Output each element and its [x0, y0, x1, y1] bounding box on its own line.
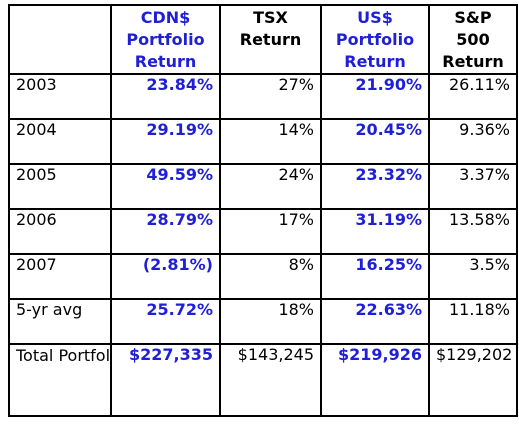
row-label: 5-yr avg: [8, 298, 112, 345]
header-label-corner: [8, 4, 112, 75]
total-tsx-value: $143,245: [219, 343, 322, 417]
cdn-portfolio-value: (2.81%): [110, 253, 221, 300]
row-label: 2003: [8, 73, 112, 120]
cdn-portfolio-value: 49.59%: [110, 163, 221, 210]
returns-table: CDN$ Portfolio Return TSX Return US$ Por…: [8, 4, 518, 417]
cdn-portfolio-value: 25.72%: [110, 298, 221, 345]
table-row: 2005 49.59% 24% 23.32% 3.37%: [8, 163, 518, 210]
tsx-value: 24%: [219, 163, 322, 210]
sp500-value: 3.37%: [428, 163, 518, 210]
us-portfolio-value: 20.45%: [320, 118, 430, 165]
tsx-value: 18%: [219, 298, 322, 345]
row-label: 2007: [8, 253, 112, 300]
header-cdn-line1: CDN$: [140, 8, 191, 27]
us-portfolio-value: 16.25%: [320, 253, 430, 300]
us-portfolio-value: 21.90%: [320, 73, 430, 120]
total-cdn-portfolio-value: $227,335: [110, 343, 221, 417]
row-label: 2005: [8, 163, 112, 210]
header-us-line1: US$: [357, 8, 393, 27]
header-us-portfolio-return: US$ Portfolio Return: [320, 4, 430, 75]
cdn-portfolio-value: 28.79%: [110, 208, 221, 255]
sp500-value: 3.5%: [428, 253, 518, 300]
header-us-line2: Portfolio: [335, 30, 415, 49]
header-cdn-line2: Portfolio: [126, 30, 205, 49]
total-row-label: Total Portfolio Return: [8, 343, 112, 417]
header-sp500-return: S&P 500 Return: [428, 4, 518, 75]
header-cdn-portfolio-return: CDN$ Portfolio Return: [110, 4, 221, 75]
table-row: 2007 (2.81%) 8% 16.25% 3.5%: [8, 253, 518, 300]
sp500-value: 13.58%: [428, 208, 518, 255]
cdn-portfolio-value: 23.84%: [110, 73, 221, 120]
cdn-portfolio-value: 29.19%: [110, 118, 221, 165]
table-row: 2004 29.19% 14% 20.45% 9.36%: [8, 118, 518, 165]
table-row: 5-yr avg 25.72% 18% 22.63% 11.18%: [8, 298, 518, 345]
table-body: 2003 23.84% 27% 21.90% 26.11% 2004 29.19…: [8, 73, 518, 417]
sp500-value: 11.18%: [428, 298, 518, 345]
tsx-value: 8%: [219, 253, 322, 300]
header-tsx-return: TSX Return: [219, 4, 322, 75]
header-tsx-line2: Return: [239, 30, 302, 49]
header-row: CDN$ Portfolio Return TSX Return US$ Por…: [8, 4, 518, 75]
sp500-value: 26.11%: [428, 73, 518, 120]
us-portfolio-value: 31.19%: [320, 208, 430, 255]
us-portfolio-value: 23.32%: [320, 163, 430, 210]
table-row: 2003 23.84% 27% 21.90% 26.11%: [8, 73, 518, 120]
row-label: 2006: [8, 208, 112, 255]
header-sp-line3: Return: [442, 52, 504, 71]
total-sp500-value: $129,202: [428, 343, 518, 417]
header-us-line3: Return: [344, 52, 406, 71]
header-cdn-line3: Return: [134, 52, 197, 71]
table-row: 2006 28.79% 17% 31.19% 13.58%: [8, 208, 518, 255]
tsx-value: 27%: [219, 73, 322, 120]
header-sp-line2: 500: [456, 30, 490, 49]
total-row: Total Portfolio Return $227,335 $143,245…: [8, 343, 518, 417]
tsx-value: 14%: [219, 118, 322, 165]
sp500-value: 9.36%: [428, 118, 518, 165]
header-sp-line1: S&P: [454, 8, 492, 27]
row-label: 2004: [8, 118, 112, 165]
tsx-value: 17%: [219, 208, 322, 255]
total-us-portfolio-value: $219,926: [320, 343, 430, 417]
us-portfolio-value: 22.63%: [320, 298, 430, 345]
header-tsx-line1: TSX: [253, 8, 288, 27]
